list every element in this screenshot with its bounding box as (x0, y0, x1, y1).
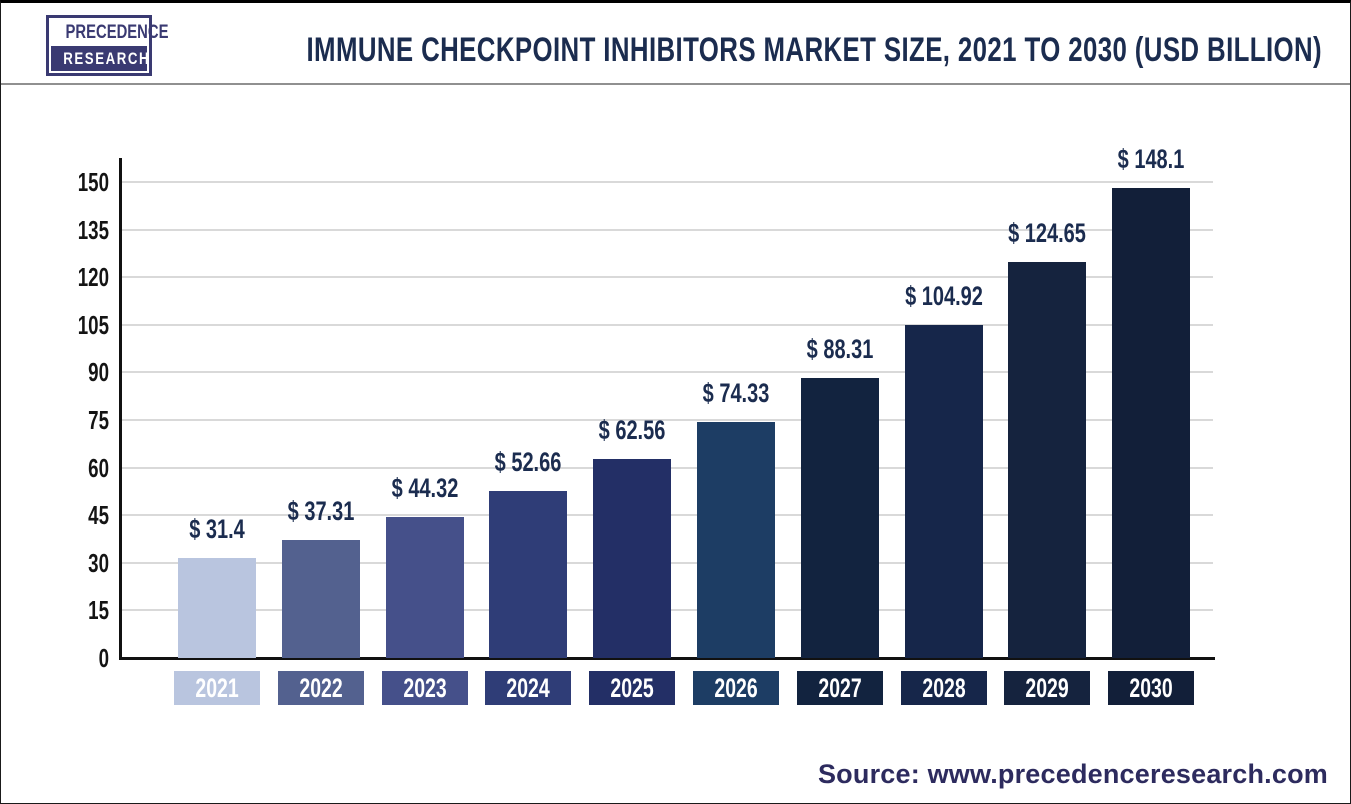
x-axis-label-text: 2022 (299, 673, 343, 703)
gridline (122, 323, 1213, 326)
y-axis-tick-label: 135 (77, 214, 109, 245)
bar-2021 (178, 558, 256, 658)
x-axis-label-2025: 2025 (589, 671, 676, 705)
x-axis-label-2024: 2024 (485, 671, 572, 705)
x-axis-label-2026: 2026 (693, 671, 779, 705)
gridline (122, 181, 1213, 183)
bar-2026 (697, 422, 775, 658)
precedence-research-logo: PRECEDENCE RESEARCH (46, 15, 169, 76)
x-axis-label-2030: 2030 (1108, 671, 1195, 705)
value-label-2025: $ 62.56 (598, 415, 666, 446)
value-label-2029: $ 124.65 (1008, 218, 1087, 249)
y-axis-tick-label: 45 (88, 500, 109, 531)
y-axis-tick-label: 30 (88, 547, 109, 578)
x-axis-label-text: 2023 (402, 673, 447, 703)
bar-2027 (800, 377, 879, 658)
y-axis-tick-label: 75 (88, 405, 109, 435)
x-axis-label-2029: 2029 (1004, 671, 1091, 705)
y-axis-tick-label: 60 (88, 452, 109, 483)
x-axis-label-text: 2026 (714, 673, 758, 703)
x-axis-label-text: 2024 (506, 673, 551, 703)
x-axis-label-text: 2028 (921, 673, 966, 703)
value-label-2021: $ 31.4 (189, 514, 245, 545)
x-axis-label-text: 2029 (1025, 673, 1070, 703)
y-axis-tick-label: 15 (88, 595, 109, 626)
value-label-2026: $ 74.33 (702, 378, 770, 409)
gridline (122, 276, 1213, 279)
x-axis-label-2022: 2022 (277, 671, 364, 705)
y-axis-tick-label: 120 (77, 262, 109, 293)
bar-2024 (489, 490, 568, 658)
logo-line2: RESEARCH (51, 46, 149, 71)
chart-title: IMMUNE CHECKPOINT INHIBITORS MARKET SIZE… (306, 31, 1323, 69)
logo-line1: PRECEDENCE (65, 22, 169, 43)
y-axis-tick-label: 90 (88, 357, 109, 388)
value-label-2030: $ 148.1 (1117, 144, 1185, 175)
gridline (122, 371, 1213, 374)
gridline (122, 228, 1213, 231)
bar-2022 (281, 539, 360, 658)
value-label-2028: $ 104.92 (904, 281, 983, 312)
value-label-2024: $ 52.66 (495, 446, 562, 477)
y-axis-tick-label: 0 (98, 643, 109, 673)
value-label-2027: $ 88.31 (806, 333, 874, 364)
x-axis-line (119, 657, 1215, 660)
y-axis-tick-label: 150 (77, 167, 109, 197)
x-axis-label-text: 2027 (818, 673, 862, 703)
value-label-2023: $ 44.32 (391, 473, 458, 504)
x-axis-label-text: 2030 (1129, 673, 1173, 703)
x-axis-label-2023: 2023 (381, 671, 468, 705)
bar-2025 (593, 459, 672, 658)
x-axis-label-2028: 2028 (900, 671, 987, 705)
bar-2029 (1008, 262, 1087, 658)
bar-2030 (1112, 188, 1191, 658)
x-axis-label-2027: 2027 (796, 671, 883, 705)
y-axis-line (119, 158, 122, 660)
x-axis-label-text: 2021 (195, 673, 239, 703)
value-label-2022: $ 37.31 (287, 495, 355, 526)
gridline (122, 419, 1213, 421)
plot-area: 0 15 30 45 60 75 90 105 120 135 150 $ 31.4 2021 $ 37.… (1, 3, 1350, 803)
header-divider (1, 83, 1350, 85)
y-axis-tick-label: 105 (77, 309, 109, 340)
bar-2023 (385, 517, 464, 658)
x-axis-label-text: 2025 (610, 673, 654, 703)
bar-2028 (904, 325, 983, 658)
source-note: Source: www.precedenceresearch.com (817, 759, 1328, 789)
x-axis-label-2021: 2021 (174, 671, 260, 705)
